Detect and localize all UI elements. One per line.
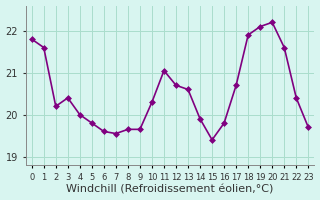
X-axis label: Windchill (Refroidissement éolien,°C): Windchill (Refroidissement éolien,°C) bbox=[66, 184, 274, 194]
